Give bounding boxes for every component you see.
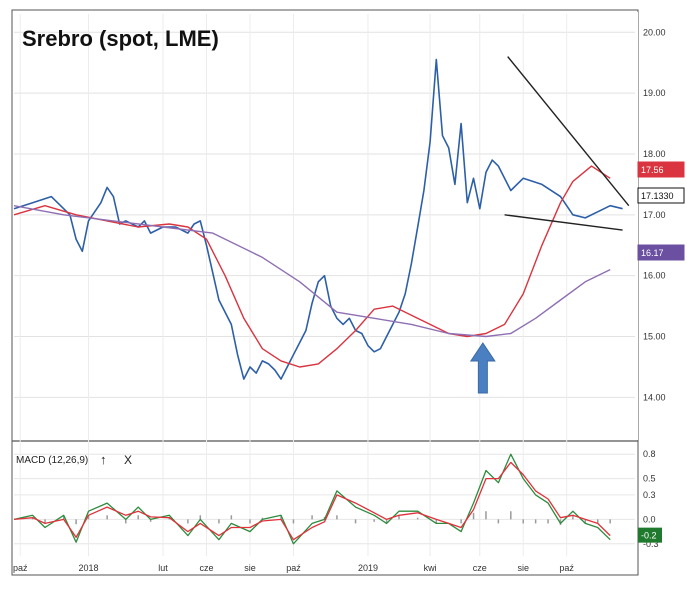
price-y-tick-label: 16.00 — [643, 271, 666, 281]
macd-y-tick-label: 0.5 — [643, 474, 656, 484]
last-value-badge — [637, 161, 685, 178]
last-value-label: 17.56 — [641, 165, 664, 175]
macd-gridlines — [14, 453, 635, 545]
macd-y-tick-labels: 0.8 0.5 0.3 0.0 -0.3 — [643, 449, 659, 549]
macd-last-value-label: -0.2 — [641, 531, 657, 541]
last-value-badges: 17.56 17.1330 16.17 -0.2 — [637, 161, 685, 543]
macd-series-line-1 — [13, 461, 611, 541]
price-panel — [14, 12, 638, 440]
macd-series-line-0 — [13, 453, 611, 545]
arrow-up-icon[interactable]: ↑ — [100, 452, 107, 467]
trendline — [504, 214, 623, 231]
macd-y-tick-label: 0.8 — [643, 449, 656, 459]
last-value-label: 16.17 — [641, 248, 664, 258]
price-series-group — [13, 58, 623, 380]
last-value-badge — [637, 187, 685, 204]
price-y-tick-label: 19.00 — [643, 88, 666, 98]
price-y-tick-labels: 20.00 19.00 18.00 17.00 16.00 15.00 14.00 — [643, 27, 666, 402]
price-y-tick-label: 15.00 — [643, 332, 666, 342]
macd-y-tick-label: 0.0 — [643, 514, 656, 524]
last-value-badge — [637, 244, 685, 261]
chart-title: Srebro (spot, LME) — [22, 26, 219, 51]
price-series-line-1 — [13, 165, 611, 368]
trendlines — [504, 56, 630, 231]
x-tick-labels: paź 2018 lut cze sie paź 2019 kwi cze sie paź — [13, 563, 574, 573]
macd-series-group — [13, 453, 611, 545]
x-tick-label: sie — [244, 563, 256, 573]
price-y-tick-label: 14.00 — [643, 392, 666, 402]
trendline — [507, 56, 630, 207]
price-y-tick-label: 18.00 — [643, 149, 666, 159]
x-tick-label: paź — [286, 563, 301, 573]
x-tick-label: paź — [13, 563, 28, 573]
price-y-tick-label: 17.00 — [643, 210, 666, 220]
up-arrow-icon — [469, 342, 496, 394]
x-tick-label: sie — [517, 563, 529, 573]
price-y-tick-label: 20.00 — [643, 27, 666, 37]
x-tick-label: 2018 — [79, 563, 99, 573]
price-series-line-0 — [13, 58, 623, 380]
macd-label: MACD (12,26,9) — [16, 455, 88, 466]
x-tick-label: paź — [559, 563, 574, 573]
x-tick-label: cze — [200, 563, 214, 573]
macd-y-tick-label: 0.3 — [643, 490, 656, 500]
last-value-label: 17.1330 — [641, 191, 674, 201]
x-tick-label: 2019 — [358, 563, 378, 573]
x-tick-label: lut — [158, 563, 168, 573]
close-icon[interactable]: X — [124, 453, 132, 467]
macd-y-tick-label: -0.3 — [643, 539, 659, 549]
x-tick-label: cze — [473, 563, 487, 573]
macd-last-value-badge — [638, 527, 662, 543]
price-series-line-2 — [13, 205, 611, 338]
x-gridlines — [19, 14, 568, 556]
x-tick-label: kwi — [424, 563, 437, 573]
